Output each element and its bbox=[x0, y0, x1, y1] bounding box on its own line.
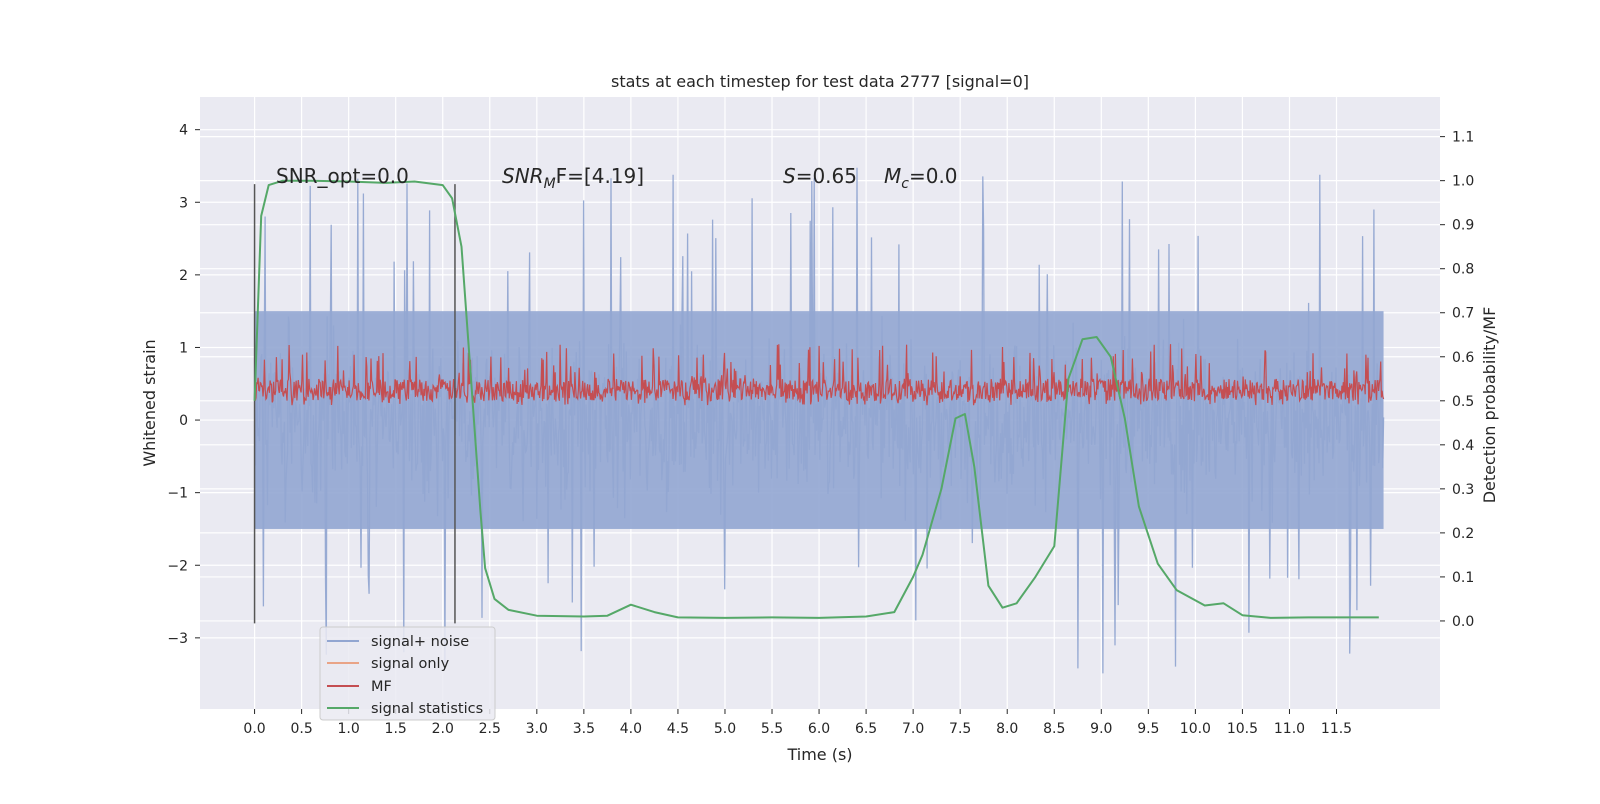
annotation-snr-opt: SNR_opt=0.0 bbox=[276, 164, 409, 188]
y-right-tick-label: 0.3 bbox=[1452, 482, 1474, 498]
y-right-tick-label: 0.7 bbox=[1452, 306, 1474, 322]
y-right-tick-label: 0.8 bbox=[1452, 262, 1474, 278]
x-tick-label: 7.0 bbox=[902, 721, 924, 737]
legend-label-signal-statistics: signal statistics bbox=[371, 701, 483, 717]
y-axis-right-label: Detection probability/MF bbox=[1480, 307, 1499, 504]
annotation-mc: Mc=0.0 bbox=[884, 164, 958, 192]
x-tick-label: 11.5 bbox=[1321, 721, 1352, 737]
legend-label-signal-only: signal only bbox=[371, 656, 450, 672]
x-tick-label: 5.5 bbox=[761, 721, 783, 737]
x-tick-label: 2.5 bbox=[479, 721, 501, 737]
annotation-s-rest: =0.65 bbox=[796, 164, 857, 188]
annotation-snr-mf-sub: M bbox=[544, 176, 556, 192]
x-tick-label: 3.5 bbox=[573, 721, 595, 737]
x-tick-label: 6.0 bbox=[808, 721, 830, 737]
annotation-s-name: S bbox=[783, 164, 796, 188]
y-right-tick-label: 0.9 bbox=[1452, 218, 1474, 234]
y-right-tick-label: 0.6 bbox=[1452, 350, 1474, 366]
y-right-tick-label: 0.5 bbox=[1452, 394, 1474, 410]
legend-item-mf: MF bbox=[327, 679, 392, 695]
y-left-tick-label: 0 bbox=[179, 413, 188, 429]
annotation-mc-sub: c bbox=[901, 176, 909, 192]
y-left-tick-label: −1 bbox=[167, 486, 188, 502]
y-left-tick-label: 1 bbox=[179, 340, 188, 356]
x-tick-label: 6.5 bbox=[855, 721, 877, 737]
x-tick-label: 10.0 bbox=[1180, 721, 1211, 737]
x-tick-label: 11.0 bbox=[1274, 721, 1305, 737]
x-tick-label: 0.0 bbox=[243, 721, 265, 737]
chart-marks bbox=[253, 167, 1385, 674]
annotation-snr-mf: SNRMF=[4.19] bbox=[502, 164, 644, 192]
x-tick-label: 4.5 bbox=[667, 721, 689, 737]
x-tick-label: 5.0 bbox=[714, 721, 736, 737]
x-tick-label: 9.0 bbox=[1090, 721, 1112, 737]
chart-title: stats at each timestep for test data 277… bbox=[611, 72, 1029, 91]
annotation-mc-rest: =0.0 bbox=[909, 164, 958, 188]
series-mf bbox=[254, 344, 1385, 406]
x-axis-label: Time (s) bbox=[786, 745, 852, 764]
y-left-tick-label: 4 bbox=[179, 123, 188, 139]
x-tick-label: 0.5 bbox=[290, 721, 312, 737]
x-tick-label: 9.5 bbox=[1137, 721, 1159, 737]
y-left-tick-label: 3 bbox=[179, 195, 188, 211]
axes: 0.0 0.5 1.0 1.5 2.0 2.5 3.0 3.5 4.0 4.5 5.0 5.5 6.0 6… bbox=[167, 123, 1474, 737]
x-tick-label: 1.5 bbox=[385, 721, 407, 737]
y-left-tick-label: −3 bbox=[167, 631, 188, 647]
legend: signal+ noise signal only MF signal stat… bbox=[319, 626, 496, 721]
y-right-tick-label: 0.4 bbox=[1452, 438, 1474, 454]
legend-item-signal-statistics: signal statistics bbox=[327, 701, 483, 717]
x-tick-label: 8.0 bbox=[996, 721, 1018, 737]
x-tick-label: 8.5 bbox=[1043, 721, 1065, 737]
annotation-s: S=0.65 bbox=[783, 164, 857, 188]
annotation-snr-mf-name: SNR bbox=[502, 164, 544, 188]
y-axis-left-label: Whitened strain bbox=[140, 339, 159, 466]
legend-item-signal-only: signal only bbox=[327, 656, 450, 672]
x-tick-label: 10.5 bbox=[1227, 721, 1258, 737]
y-right-tick-label: 1.0 bbox=[1452, 174, 1474, 190]
x-tick-label: 2.0 bbox=[432, 721, 454, 737]
x-tick-label: 4.0 bbox=[620, 721, 642, 737]
annotations: SNR_opt=0.0 SNRMF=[4.19] S=0.65 Mc=0.0 bbox=[276, 164, 958, 192]
y-left-tick-label: 2 bbox=[179, 268, 188, 284]
legend-frame bbox=[319, 626, 496, 721]
legend-item-signal-noise: signal+ noise bbox=[327, 634, 469, 650]
y-right-tick-label: 1.1 bbox=[1452, 130, 1474, 146]
series-signal-statistics bbox=[253, 179, 1379, 619]
legend-label-mf: MF bbox=[371, 679, 392, 695]
y-right-tick-label: 0.2 bbox=[1452, 526, 1474, 542]
series-signal-noise-core bbox=[254, 311, 1384, 529]
y-right-tick-label: 0.0 bbox=[1452, 614, 1474, 630]
legend-label-signal-noise: signal+ noise bbox=[371, 634, 469, 650]
y-right-tick-label: 0.1 bbox=[1452, 570, 1474, 586]
annotation-snr-mf-rest: F=[4.19] bbox=[556, 164, 644, 188]
x-tick-label: 1.0 bbox=[338, 721, 360, 737]
y-left-tick-label: −2 bbox=[167, 558, 188, 574]
x-tick-label: 7.5 bbox=[949, 721, 971, 737]
annotation-mc-name: M bbox=[884, 164, 901, 188]
x-tick-label: 3.0 bbox=[526, 721, 548, 737]
